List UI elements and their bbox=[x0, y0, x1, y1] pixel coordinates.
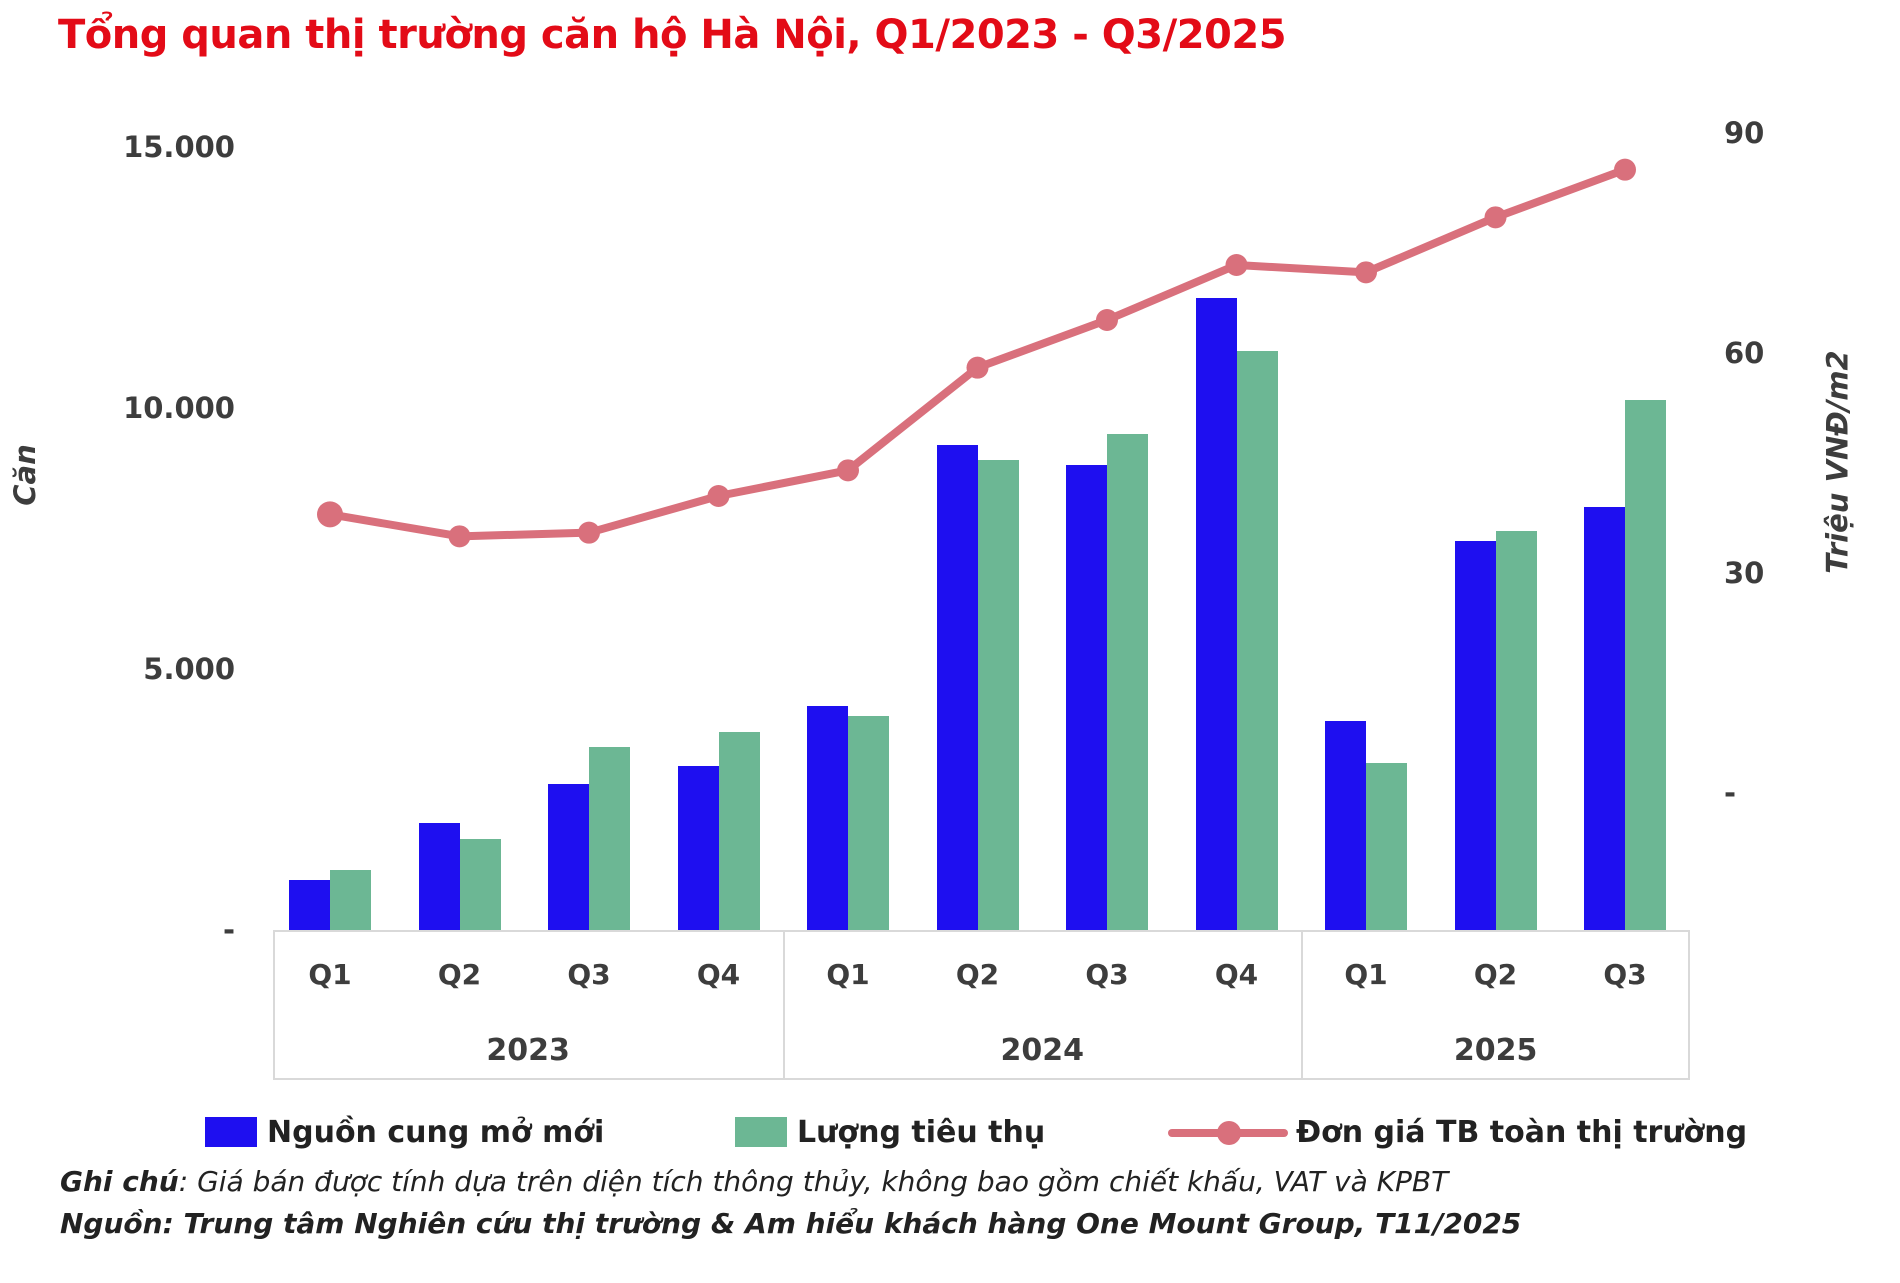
bar-sales-Q3-2023 bbox=[589, 747, 630, 930]
right-axis-tick-60: 60 bbox=[1724, 336, 1765, 370]
bar-supply-Q3-2023 bbox=[548, 783, 589, 930]
bar-supply-Q3-2025 bbox=[1584, 507, 1625, 930]
supply-legend-swatch bbox=[205, 1117, 257, 1147]
x-label-Q3-2023: Q3 bbox=[567, 958, 611, 991]
bar-supply-Q4-2023 bbox=[677, 765, 719, 930]
price-point-Q4-2024 bbox=[1225, 254, 1248, 276]
left-axis-title: Căn bbox=[7, 444, 42, 506]
right-axis-tick-30: 30 bbox=[1724, 556, 1765, 590]
price-point-Q1-2023 bbox=[317, 501, 343, 528]
year-label-2025: 2025 bbox=[1453, 1033, 1538, 1068]
year-divider bbox=[1301, 930, 1304, 1080]
legend-label-price: Đơn giá TB toàn thị trường bbox=[1296, 1114, 1748, 1150]
bar-sales-Q2-2024 bbox=[977, 460, 1019, 930]
sales-legend-swatch bbox=[735, 1117, 787, 1147]
bar-sales-Q2-2023 bbox=[459, 838, 501, 930]
bar-supply-Q3-2024 bbox=[1066, 465, 1107, 930]
bar-supply-Q1-2025 bbox=[1325, 721, 1366, 930]
footnote-nguon: Nguồn: Trung tâm Nghiên cứu thị trường &… bbox=[60, 1207, 1522, 1240]
bar-supply-Q2-2025 bbox=[1454, 541, 1496, 930]
price-point-Q1-2025 bbox=[1355, 261, 1377, 284]
left-axis-tick-15000: 15.000 bbox=[123, 130, 235, 164]
left-axis-tick-5000: 5.000 bbox=[143, 652, 235, 686]
legend-label-sales: Lượng tiêu thụ bbox=[797, 1114, 1046, 1150]
year-label-2024: 2024 bbox=[1000, 1033, 1085, 1068]
right-axis-title: Triệu VNĐ/m2 bbox=[1820, 350, 1855, 574]
bar-supply-Q2-2024 bbox=[936, 444, 978, 930]
price-point-Q4-2023 bbox=[707, 485, 730, 507]
footnote-ghichu-text: : Giá bán được tính dựa trên diện tích t… bbox=[178, 1165, 1449, 1198]
year-divider bbox=[783, 930, 786, 1080]
x-label-Q2-2023: Q2 bbox=[437, 958, 482, 991]
bar-sales-Q1-2024 bbox=[848, 715, 889, 930]
bar-sales-Q2-2025 bbox=[1495, 530, 1537, 930]
bar-supply-Q2-2023 bbox=[418, 822, 460, 930]
left-axis-tick-0: - bbox=[222, 913, 235, 947]
bar-sales-Q3-2024 bbox=[1107, 434, 1148, 930]
legend-label-supply: Nguồn cung mở mới bbox=[267, 1114, 605, 1150]
bar-sales-Q3-2025 bbox=[1625, 400, 1666, 930]
legend-item-supply: Nguồn cung mở mới bbox=[205, 1112, 604, 1152]
x-axis-band bbox=[273, 930, 1690, 1080]
page-title: Tổng quan thị trường căn hộ Hà Nội, Q1/2… bbox=[58, 12, 1287, 58]
bar-supply-Q1-2023 bbox=[289, 880, 330, 930]
x-label-Q1-2025: Q1 bbox=[1344, 958, 1388, 991]
x-label-Q1-2023: Q1 bbox=[308, 958, 352, 991]
bar-sales-Q4-2023 bbox=[718, 731, 760, 930]
x-label-Q2-2025: Q2 bbox=[1473, 958, 1518, 991]
x-label-Q3-2025: Q3 bbox=[1603, 958, 1647, 991]
x-label-Q2-2024: Q2 bbox=[955, 958, 1000, 991]
price-point-Q3-2023 bbox=[578, 521, 600, 544]
price-point-Q2-2025 bbox=[1484, 206, 1507, 229]
price-point-Q2-2023 bbox=[448, 525, 471, 548]
legend-item-sales: Lượng tiêu thụ bbox=[735, 1112, 1045, 1152]
footnote-ghichu-label: Ghi chú bbox=[60, 1165, 179, 1198]
bar-supply-Q1-2024 bbox=[807, 705, 848, 930]
left-axis-tick-10000: 10.000 bbox=[123, 391, 235, 425]
bar-sales-Q1-2025 bbox=[1366, 762, 1407, 930]
x-label-Q3-2024: Q3 bbox=[1085, 958, 1129, 991]
x-label-Q4-2024: Q4 bbox=[1214, 958, 1259, 991]
legend-item-price: Đơn giá TB toàn thị trường bbox=[1168, 1112, 1747, 1152]
right-axis-tick-0: - bbox=[1724, 776, 1737, 810]
bar-sales-Q1-2023 bbox=[330, 869, 371, 930]
price-point-Q3-2024 bbox=[1096, 309, 1118, 331]
right-axis-tick-90: 90 bbox=[1724, 116, 1765, 150]
x-label-Q1-2024: Q1 bbox=[826, 958, 870, 991]
year-label-2023: 2023 bbox=[486, 1033, 570, 1068]
price-legend-swatch bbox=[1168, 1117, 1288, 1147]
x-label-Q4-2023: Q4 bbox=[696, 958, 741, 991]
price-point-Q2-2024 bbox=[966, 356, 989, 379]
price-point-Q1-2024 bbox=[837, 459, 859, 482]
bar-sales-Q4-2024 bbox=[1236, 350, 1278, 930]
price-point-Q3-2025 bbox=[1614, 158, 1636, 181]
price-dot-icon bbox=[1217, 1121, 1241, 1145]
bar-supply-Q4-2024 bbox=[1195, 298, 1237, 930]
footnote-ghichu: Ghi chú: Giá bán được tính dựa trên diện… bbox=[60, 1165, 1448, 1198]
